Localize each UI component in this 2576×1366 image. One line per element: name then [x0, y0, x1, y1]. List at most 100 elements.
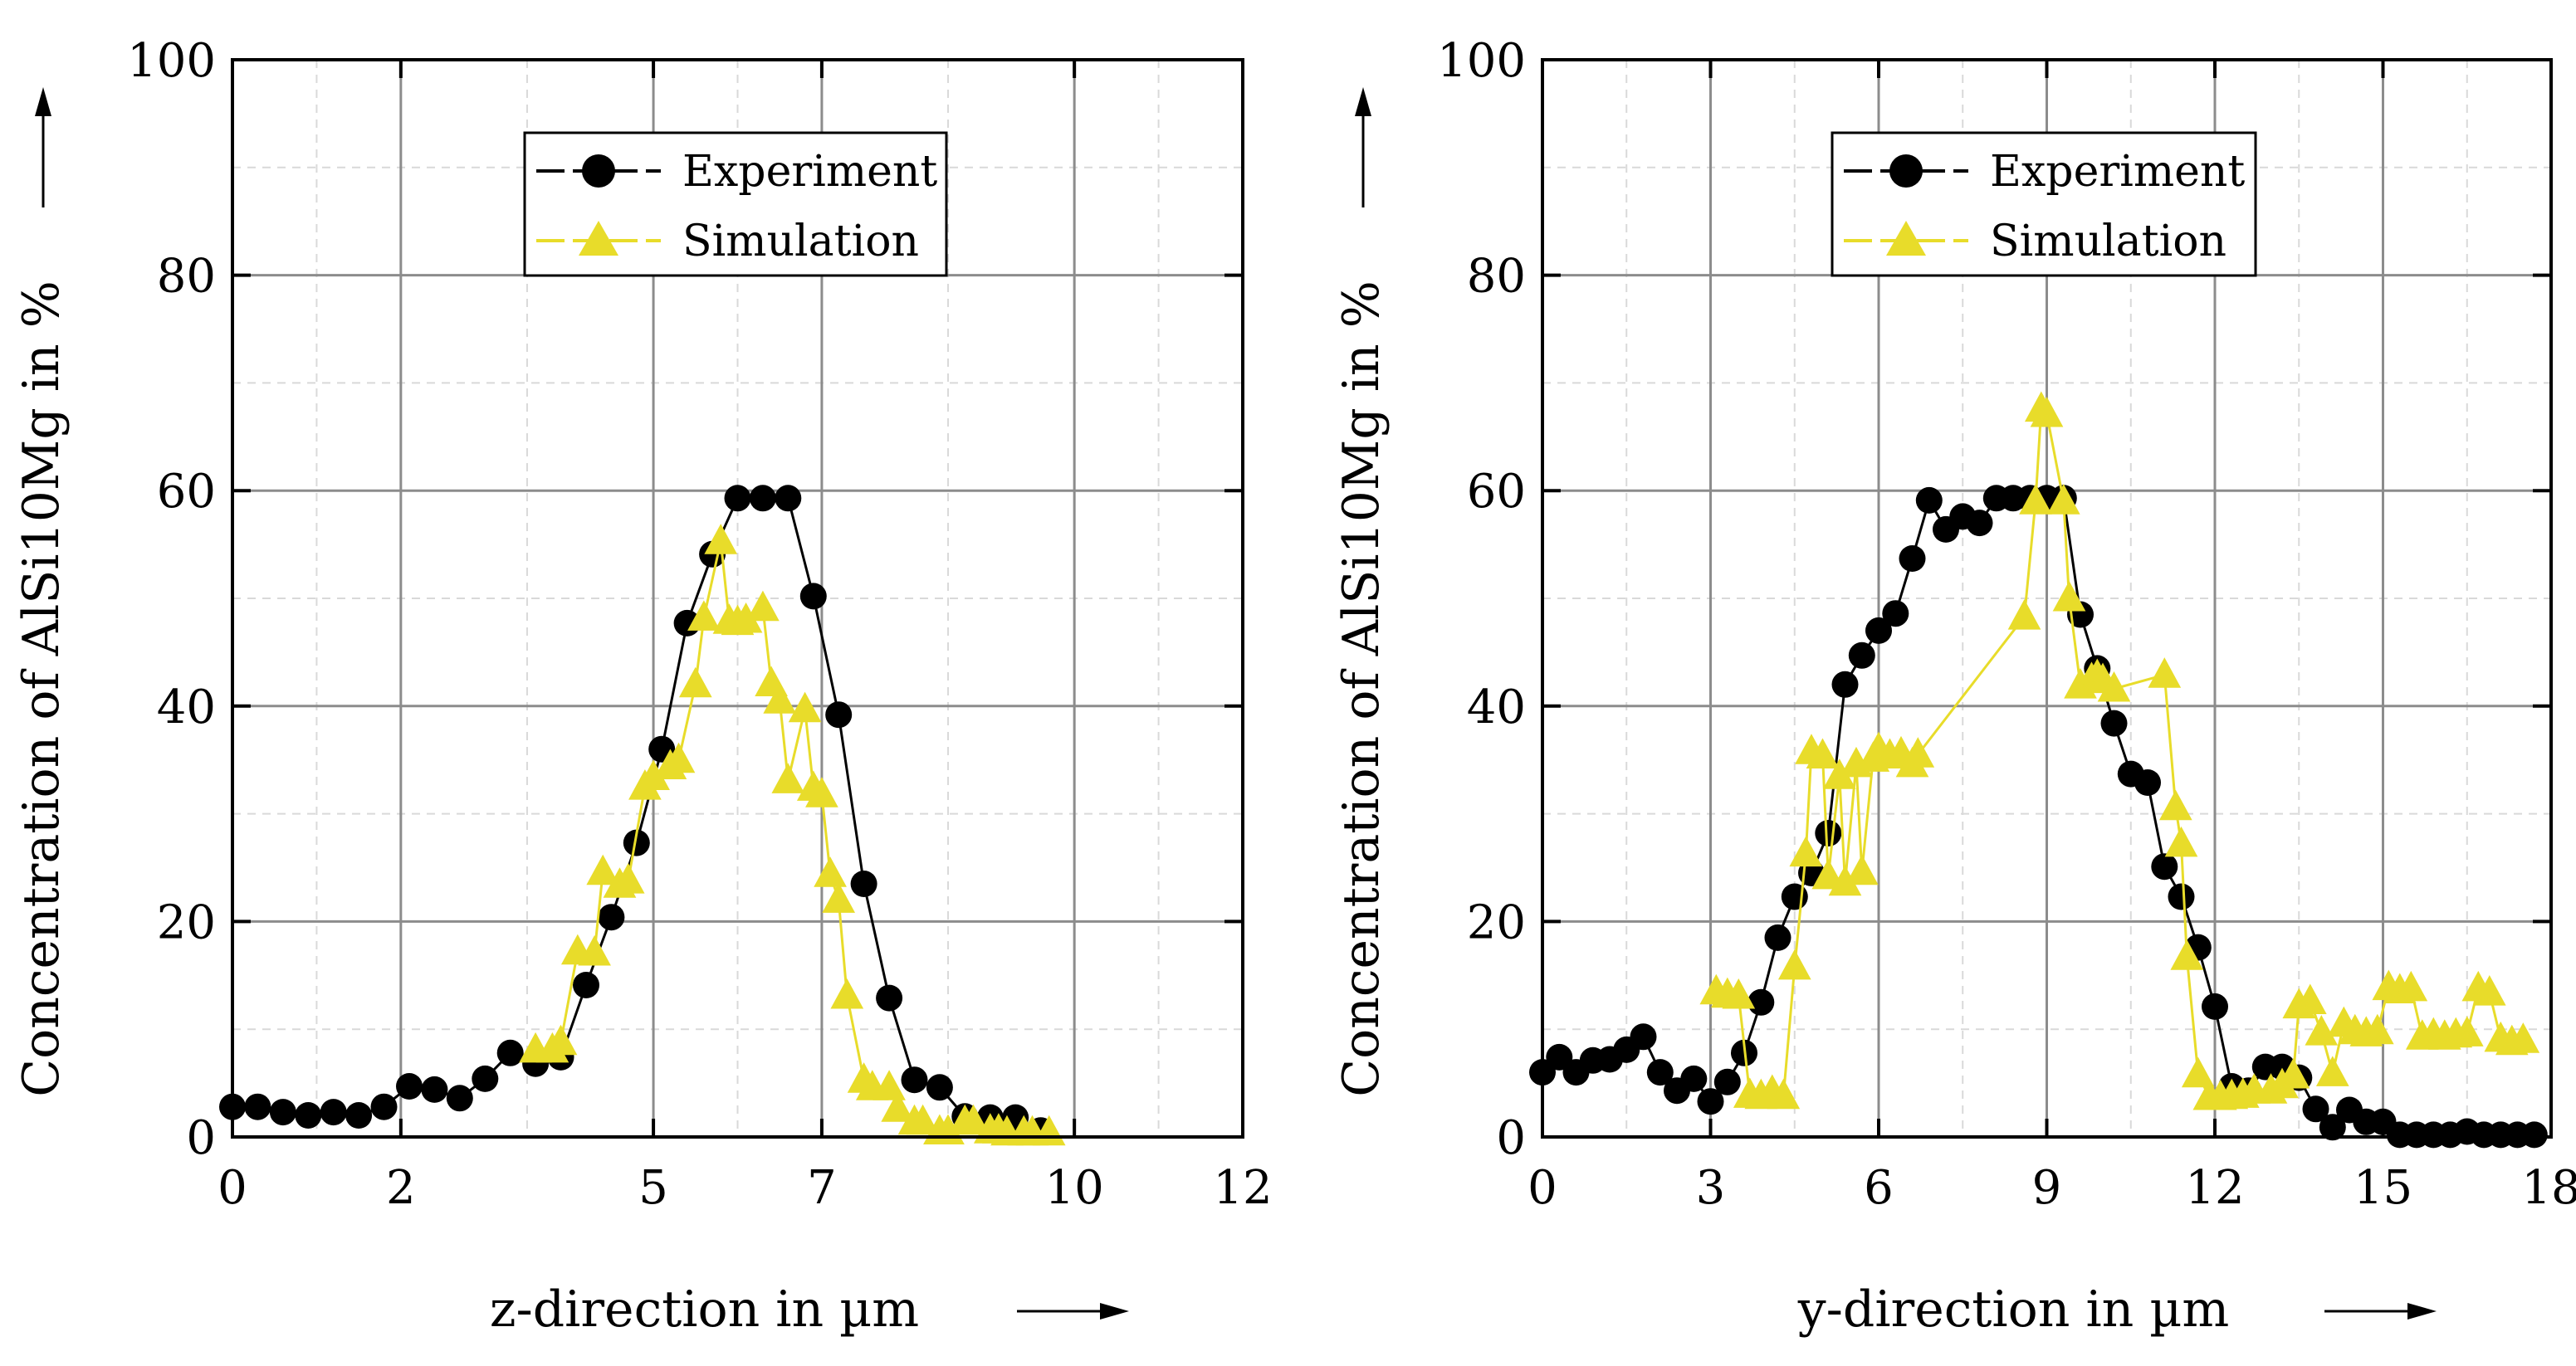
data-point-experiment	[2520, 1121, 2548, 1149]
data-point-simulation	[1789, 836, 1823, 867]
data-point-simulation	[687, 600, 721, 631]
data-point-simulation	[1845, 854, 1879, 885]
data-point-experiment	[1815, 820, 1842, 846]
y-axis-title: Concentration of AlSi10Mg in %	[12, 281, 71, 1097]
x-tick-label: 5	[638, 1161, 668, 1215]
data-point-experiment	[2100, 710, 2128, 737]
chart-panel-1: 0 2 5 7 10 12 0 20 40 60 80 100 Concentration of AlS…	[12, 34, 1273, 1339]
data-point-experiment	[1764, 924, 1791, 951]
data-point-experiment	[1781, 883, 1808, 910]
x-tick-label: 10	[1045, 1161, 1104, 1215]
data-point-experiment	[1915, 486, 1943, 514]
data-point-simulation	[2181, 1056, 2215, 1088]
plot-frame	[231, 58, 1244, 1139]
data-point-simulation	[2305, 1015, 2339, 1046]
data-point-simulation	[1901, 737, 1935, 768]
legend-marker-circle-icon	[582, 154, 615, 188]
data-point-simulation	[1806, 738, 1840, 768]
x-tick-label: 18	[2521, 1161, 2576, 1215]
data-point-experiment	[1747, 988, 1775, 1016]
x-tick-label: 3	[1696, 1161, 1726, 1215]
data-point-simulation	[704, 524, 738, 554]
y-tick-label: 0	[186, 1111, 216, 1165]
legend: Experiment Simulation	[523, 131, 948, 277]
data-point-simulation	[2293, 983, 2327, 1014]
x-tick-label: 12	[1213, 1161, 1272, 1215]
legend-label-simulation: Simulation	[1990, 217, 2227, 266]
data-point-simulation	[2164, 826, 2198, 857]
data-point-simulation	[830, 978, 864, 1009]
legend-marker-circle-icon	[1889, 154, 1923, 188]
data-point-simulation	[1777, 949, 1811, 980]
data-point-simulation	[2276, 1057, 2310, 1089]
data-point-simulation	[2158, 789, 2192, 821]
data-point-experiment	[370, 1093, 398, 1120]
data-point-simulation	[814, 856, 847, 887]
data-point-experiment	[2168, 883, 2195, 910]
x-axis-arrow-icon	[2324, 1303, 2437, 1320]
x-axis-arrow-icon	[1017, 1303, 1129, 1320]
data-point-simulation	[611, 863, 645, 894]
data-point-simulation	[956, 1104, 990, 1135]
series-experiment	[1529, 485, 2548, 1149]
x-axis-title: z-direction in µm	[490, 1281, 919, 1339]
y-tick-label: 20	[157, 895, 216, 949]
data-point-simulation	[2472, 975, 2506, 1006]
data-point-experiment	[850, 871, 877, 897]
legend-marker-triangle-icon	[579, 221, 618, 256]
data-point-experiment	[623, 829, 650, 856]
data-point-experiment	[876, 984, 903, 1012]
x-tick-label: 2	[386, 1161, 416, 1215]
data-point-simulation	[2450, 1016, 2484, 1046]
x-axis-arrow-head	[1100, 1303, 1129, 1320]
data-point-experiment	[1697, 1088, 1724, 1115]
x-tick-label: 7	[807, 1161, 837, 1215]
data-point-experiment	[825, 701, 853, 729]
x-tick-label: 0	[1528, 1161, 1557, 1215]
y-axis-title: Concentration of AlSi10Mg in %	[1332, 281, 1391, 1097]
y-axis-arrow-icon	[1355, 87, 1371, 207]
x-tick-label: 9	[2032, 1161, 2062, 1215]
data-point-experiment	[244, 1093, 271, 1120]
y-tick-label: 0	[1496, 1111, 1526, 1165]
data-point-simulation	[2097, 671, 2131, 702]
legend-label-experiment: Experiment	[682, 147, 937, 197]
legend-label-simulation: Simulation	[682, 217, 919, 266]
data-point-experiment	[598, 904, 625, 931]
data-point-experiment	[2202, 993, 2228, 1020]
axis-ticks: 0 3 6 9 12 15 18 0 20 40 60 80 100	[1437, 34, 2576, 1215]
data-point-experiment	[472, 1065, 499, 1092]
series-simulation	[1699, 391, 2540, 1110]
y-tick-label: 20	[1467, 895, 1526, 949]
data-point-experiment	[775, 485, 802, 512]
data-point-experiment	[295, 1102, 322, 1129]
data-point-experiment	[2319, 1114, 2346, 1141]
y-tick-label: 60	[1467, 465, 1526, 519]
data-point-experiment	[573, 972, 599, 998]
data-point-experiment	[320, 1099, 347, 1126]
legend-marker-triangle-icon	[1886, 221, 1926, 256]
data-point-simulation	[1767, 1078, 1801, 1110]
y-axis-arrow-head	[1355, 87, 1371, 116]
data-point-simulation	[1722, 978, 1756, 1009]
data-point-experiment	[1713, 1068, 1741, 1095]
data-point-experiment	[446, 1085, 473, 1112]
data-point-experiment	[1882, 600, 1909, 627]
data-point-simulation	[2148, 657, 2182, 688]
data-point-experiment	[749, 485, 776, 512]
data-point-simulation	[2170, 939, 2204, 970]
data-point-experiment	[901, 1066, 928, 1094]
chart-panel-2: 0 3 6 9 12 15 18 0 20 40 60 80 100 Concentration of A…	[1332, 34, 2576, 1339]
data-point-experiment	[1899, 545, 1926, 572]
y-tick-label: 100	[1437, 34, 1526, 88]
data-point-simulation	[2046, 484, 2080, 515]
y-axis-arrow-head	[35, 87, 51, 116]
data-point-experiment	[724, 485, 751, 512]
data-point-experiment	[2151, 853, 2178, 881]
x-tick-label: 15	[2354, 1161, 2412, 1215]
data-point-simulation	[2007, 599, 2041, 630]
data-point-simulation	[2030, 396, 2064, 427]
x-tick-label: 0	[218, 1161, 247, 1215]
data-point-simulation	[805, 777, 838, 807]
